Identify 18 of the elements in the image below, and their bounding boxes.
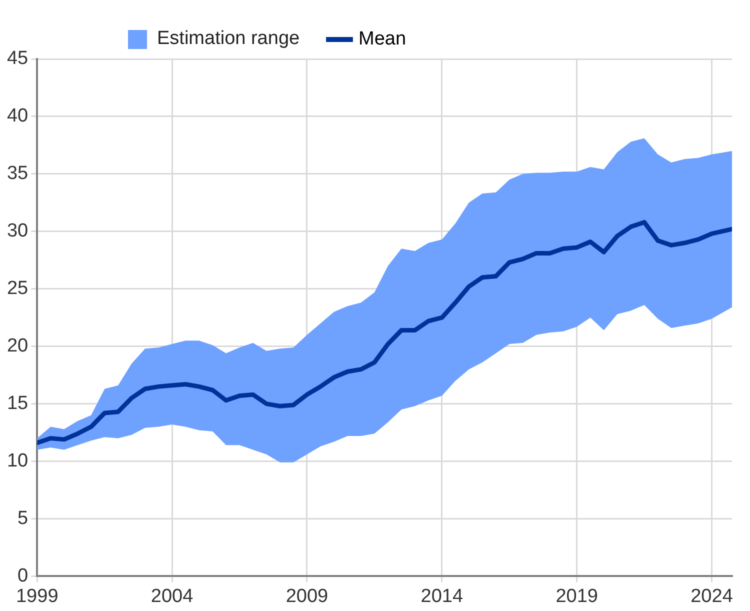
x-tick-label: 2009 (286, 586, 328, 607)
text: Estimation range (157, 28, 300, 50)
y-tick-label: 20 (6, 336, 28, 357)
x-tick-label: 2014 (420, 586, 464, 607)
legend-label: Mean (358, 28, 406, 50)
y-tick-label: 15 (6, 393, 28, 414)
y-tick-label: 45 (6, 48, 28, 70)
x-tick-label: 2019 (556, 586, 598, 607)
y-tick-label: 35 (6, 163, 28, 184)
y-tick-label: 5 (18, 508, 28, 529)
y-tick-label: 30 (6, 220, 28, 242)
y-tick-label: 0 (18, 565, 28, 586)
y-tick-label: 25 (6, 278, 28, 300)
x-tick-label: 2004 (150, 586, 194, 607)
x-tick-label: 2024 (690, 586, 734, 607)
y-tick-label: 10 (6, 450, 28, 472)
y-tick-label: 40 (6, 106, 28, 127)
x-tick-label: 1999 (16, 586, 58, 607)
